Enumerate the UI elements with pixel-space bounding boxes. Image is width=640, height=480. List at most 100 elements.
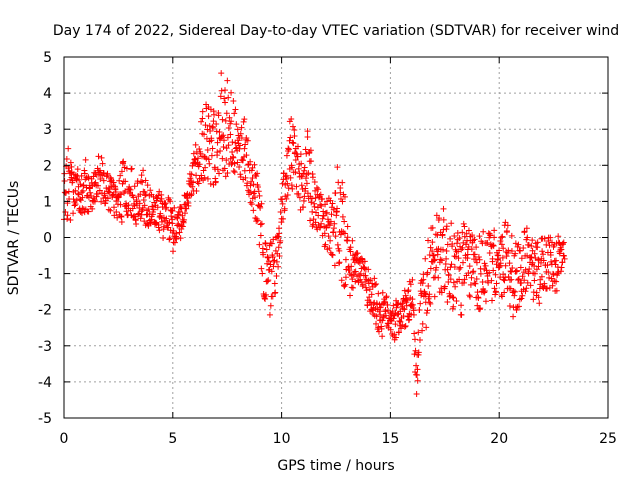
data-point — [414, 371, 421, 378]
data-point — [465, 269, 472, 276]
data-point — [535, 263, 542, 270]
data-point — [137, 178, 144, 185]
data-point — [518, 255, 525, 262]
data-point — [499, 233, 506, 240]
data-point — [397, 318, 404, 325]
data-point — [217, 148, 224, 155]
data-point — [285, 146, 292, 153]
data-point — [204, 175, 211, 182]
data-point — [259, 245, 266, 252]
data-point — [536, 300, 543, 307]
data-point — [433, 264, 440, 271]
data-point — [212, 178, 219, 185]
x-tick-label: 25 — [599, 431, 617, 447]
data-point — [255, 188, 262, 195]
data-point — [454, 230, 461, 237]
data-point — [328, 251, 335, 258]
data-point — [265, 277, 272, 284]
data-point — [196, 161, 203, 168]
data-point — [237, 171, 244, 178]
data-point — [445, 272, 452, 279]
x-tick-label: 15 — [381, 431, 399, 447]
data-point — [551, 278, 558, 285]
data-point — [545, 269, 552, 276]
y-tick-label: 2 — [43, 158, 52, 174]
data-point — [254, 217, 261, 224]
data-point — [162, 200, 169, 207]
data-point — [341, 193, 348, 200]
data-point — [210, 124, 217, 131]
data-point — [305, 170, 312, 177]
data-point — [313, 209, 320, 216]
data-point — [327, 218, 334, 225]
data-point — [452, 253, 459, 260]
data-point — [444, 299, 451, 306]
data-point — [371, 275, 378, 282]
data-point — [225, 125, 232, 132]
data-point — [265, 254, 272, 261]
data-point — [272, 247, 279, 254]
data-point — [78, 172, 85, 179]
data-point — [241, 116, 248, 123]
data-point — [244, 137, 251, 144]
data-point — [271, 280, 278, 287]
data-point — [253, 173, 260, 180]
data-point — [222, 99, 229, 106]
data-point — [324, 198, 331, 205]
data-point — [527, 282, 534, 289]
data-point — [148, 216, 155, 223]
data-point — [528, 254, 535, 261]
data-point — [436, 215, 443, 222]
data-point — [160, 235, 167, 242]
data-point — [469, 232, 476, 239]
data-point — [422, 255, 429, 262]
data-point — [122, 178, 129, 185]
data-point — [312, 187, 319, 194]
data-point — [400, 305, 407, 312]
data-point — [283, 152, 290, 159]
data-point — [62, 208, 69, 215]
data-point — [455, 255, 462, 262]
data-point — [177, 204, 184, 211]
data-point — [469, 269, 476, 276]
data-point — [450, 279, 457, 286]
data-point — [473, 259, 480, 266]
data-point — [415, 349, 422, 356]
data-point — [99, 160, 106, 167]
data-point — [411, 330, 418, 337]
data-point — [532, 255, 539, 262]
data-point — [475, 253, 482, 260]
y-tick-label: -3 — [38, 339, 52, 355]
data-point — [242, 141, 249, 148]
data-point — [217, 93, 224, 100]
data-point — [543, 285, 550, 292]
data-point — [559, 259, 566, 266]
data-point — [451, 253, 458, 260]
data-point — [390, 315, 397, 322]
data-point — [517, 264, 524, 271]
data-point — [373, 320, 380, 327]
data-point — [221, 95, 228, 102]
data-point — [344, 223, 351, 230]
data-point — [234, 126, 241, 133]
data-point — [300, 204, 307, 211]
data-point — [226, 114, 233, 121]
data-point — [262, 240, 269, 247]
data-point — [419, 280, 426, 287]
data-point — [431, 256, 438, 263]
data-point — [371, 281, 378, 288]
data-point — [104, 170, 111, 177]
data-point — [264, 253, 271, 260]
data-point — [206, 160, 213, 167]
data-point — [356, 260, 363, 267]
data-point — [557, 268, 564, 275]
data-point — [156, 188, 163, 195]
data-point — [454, 240, 461, 247]
data-point — [486, 269, 493, 276]
data-point — [318, 220, 325, 227]
y-tick-label: -5 — [38, 411, 52, 427]
data-point — [75, 190, 82, 197]
data-point — [481, 288, 488, 295]
data-point — [230, 154, 237, 161]
data-point — [277, 208, 284, 215]
